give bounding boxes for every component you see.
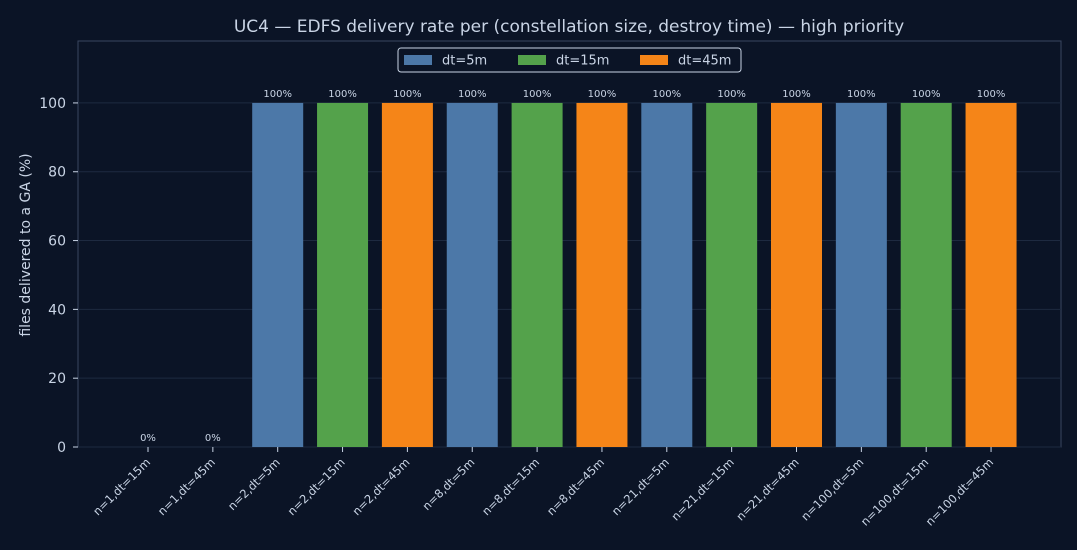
bar [835,102,887,448]
bar [641,102,693,448]
legend-entry: dt=5m [442,54,487,69]
y-tick-label: 80 [48,165,66,181]
data-label: 100% [523,89,552,100]
y-tick-label: 0 [57,440,66,456]
data-label: 100% [912,89,941,100]
data-label: 100% [717,89,746,100]
bar [706,102,758,448]
bar [576,102,628,448]
data-label: 100% [588,89,617,100]
data-label: 100% [328,89,357,100]
bar [317,102,369,448]
bar [446,102,498,448]
legend-swatch [640,55,668,65]
bar [381,102,433,448]
data-label: 100% [653,89,682,100]
data-label: 100% [393,89,422,100]
plot-area: 0204060801000%n=1,dt=15m0%n=1,dt=45m100%… [39,40,1062,529]
bar [252,102,304,448]
data-label: 0% [205,433,221,444]
bar [771,102,822,448]
legend-swatch [518,55,546,65]
y-tick-label: 60 [48,234,66,250]
data-label: 100% [458,89,487,100]
bar [900,102,952,448]
data-label: 100% [263,89,292,100]
legend-swatch [404,55,432,65]
chart-title: UC4 — EDFS delivery rate per (constellat… [234,17,904,37]
legend-frame [397,47,742,73]
plot-frame [77,40,1062,448]
bar [965,102,1017,448]
data-label: 100% [977,89,1006,100]
data-label: 0% [140,433,156,444]
y-axis-label: files delivered to a GA (%) [18,153,34,336]
legend: dt=5m dt=15m dt=45m [397,47,742,73]
data-label: 100% [847,89,876,100]
y-tick-label: 40 [48,302,66,318]
bar [511,102,563,448]
legend-entry: dt=15m [556,54,609,69]
legend-entry: dt=45m [678,54,731,69]
y-tick-label: 100 [39,96,66,112]
data-label: 100% [782,89,811,100]
y-tick-label: 20 [48,371,66,387]
